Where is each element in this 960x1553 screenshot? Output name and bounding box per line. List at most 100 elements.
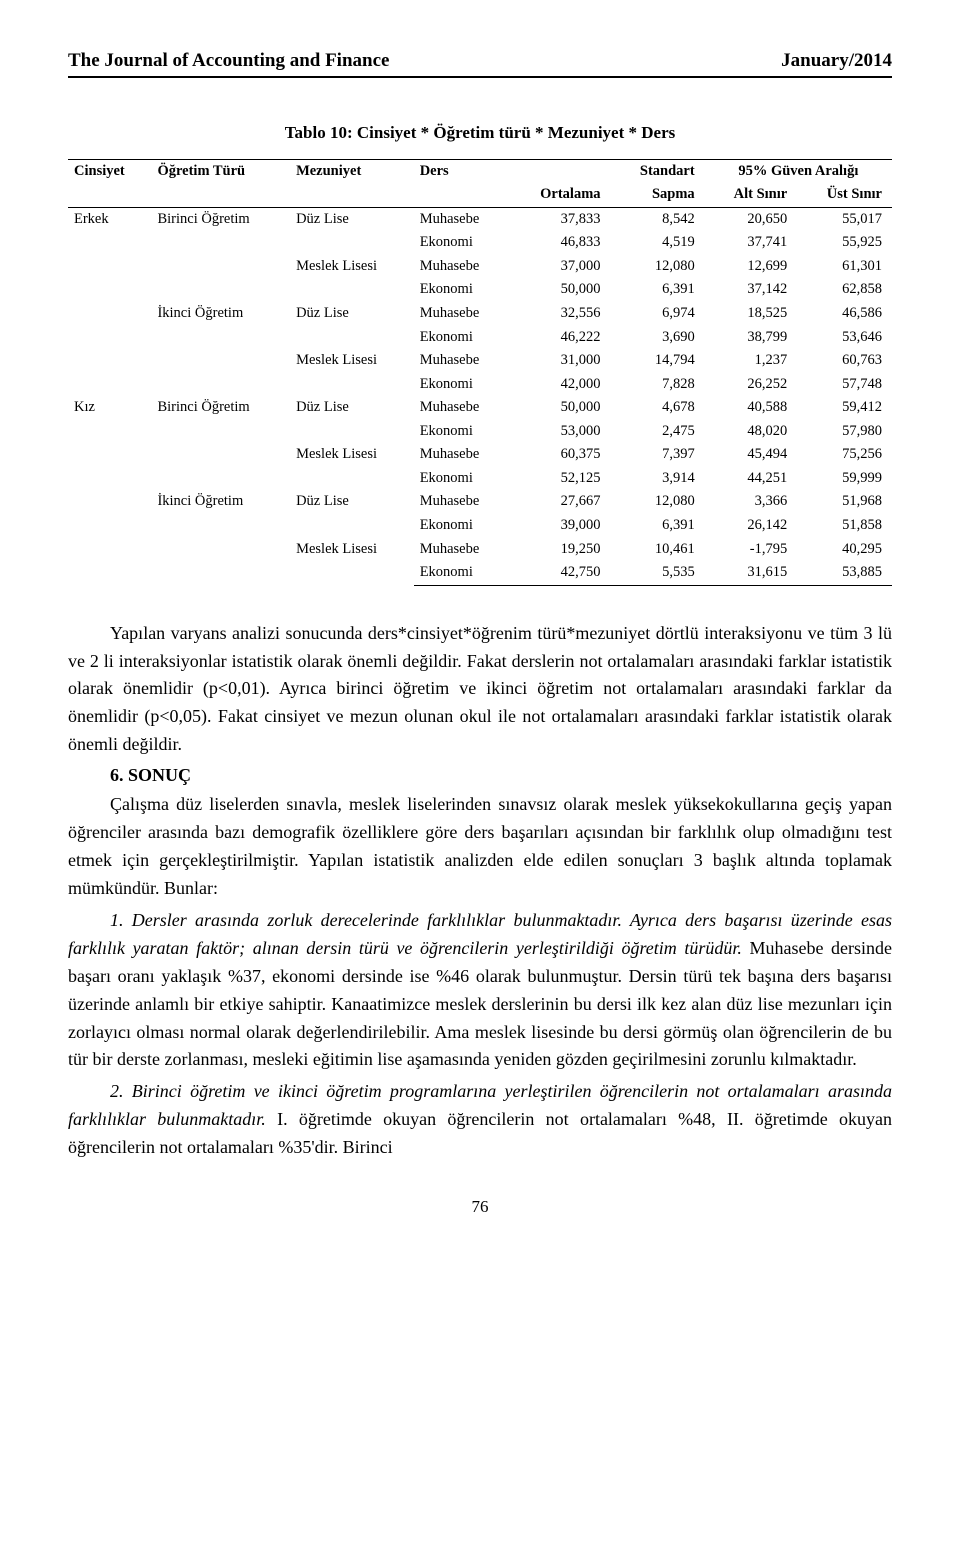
cell-ders: Ekonomi bbox=[414, 231, 509, 255]
cell-value: 26,252 bbox=[705, 373, 798, 397]
table-row: ErkekBirinci ÖğretimDüz LiseMuhasebe37,8… bbox=[68, 207, 892, 231]
cell-ogretim: Birinci Öğretim bbox=[151, 207, 290, 302]
cell-value: 45,494 bbox=[705, 443, 798, 467]
cell-ders: Ekonomi bbox=[414, 467, 509, 491]
cell-value: 46,222 bbox=[509, 326, 611, 350]
cell-value: 7,397 bbox=[611, 443, 705, 467]
cell-value: 4,519 bbox=[611, 231, 705, 255]
cell-value: 37,142 bbox=[705, 278, 798, 302]
cell-ogretim: İkinci Öğretim bbox=[151, 490, 290, 585]
journal-title: The Journal of Accounting and Finance bbox=[68, 48, 389, 74]
cell-ders: Muhasebe bbox=[414, 396, 509, 420]
col-ss-2: Sapma bbox=[611, 183, 705, 207]
cell-value: 12,080 bbox=[611, 255, 705, 279]
cell-value: 57,980 bbox=[797, 420, 892, 444]
cell-value: 27,667 bbox=[509, 490, 611, 514]
cell-value: 46,586 bbox=[797, 302, 892, 326]
section-heading: 6. SONUÇ bbox=[68, 763, 892, 787]
cell-value: 62,858 bbox=[797, 278, 892, 302]
cell-value: 7,828 bbox=[611, 373, 705, 397]
paragraph-3: 1. Dersler arasında zorluk derecelerinde… bbox=[68, 907, 892, 1074]
cell-value: 6,391 bbox=[611, 278, 705, 302]
col-ss-1: Standart bbox=[611, 159, 705, 183]
cell-ders: Ekonomi bbox=[414, 373, 509, 397]
cell-value: 60,763 bbox=[797, 349, 892, 373]
cell-value: 26,142 bbox=[705, 514, 798, 538]
cell-ders: Ekonomi bbox=[414, 420, 509, 444]
cell-value: 37,833 bbox=[509, 207, 611, 231]
col-alt: Alt Sınır bbox=[705, 183, 798, 207]
cell-mezuniyet: Düz Lise bbox=[290, 207, 414, 255]
page-number: 76 bbox=[68, 1196, 892, 1219]
paragraph-2: Çalışma düz liselerden sınavla, meslek l… bbox=[68, 791, 892, 903]
cell-value: 39,000 bbox=[509, 514, 611, 538]
cell-mezuniyet: Meslek Lisesi bbox=[290, 443, 414, 490]
cell-value: 42,000 bbox=[509, 373, 611, 397]
col-mezuniyet: Mezuniyet bbox=[290, 159, 414, 207]
cell-ders: Muhasebe bbox=[414, 255, 509, 279]
cell-value: 61,301 bbox=[797, 255, 892, 279]
cell-ogretim: Birinci Öğretim bbox=[151, 396, 290, 490]
cell-value: 1,237 bbox=[705, 349, 798, 373]
cell-ders: Ekonomi bbox=[414, 514, 509, 538]
cell-value: 44,251 bbox=[705, 467, 798, 491]
paragraph-1: Yapılan varyans analizi sonucunda ders*c… bbox=[68, 620, 892, 759]
cell-value: 37,741 bbox=[705, 231, 798, 255]
cell-value: 31,000 bbox=[509, 349, 611, 373]
cell-mezuniyet: Düz Lise bbox=[290, 396, 414, 443]
cell-value: 20,650 bbox=[705, 207, 798, 231]
cell-value: -1,795 bbox=[705, 538, 798, 562]
cell-value: 53,000 bbox=[509, 420, 611, 444]
data-table: Cinsiyet Öğretim Türü Mezuniyet Ders Ort… bbox=[68, 159, 892, 586]
cell-value: 42,750 bbox=[509, 561, 611, 585]
cell-value: 14,794 bbox=[611, 349, 705, 373]
cell-value: 32,556 bbox=[509, 302, 611, 326]
table-row: KızBirinci ÖğretimDüz LiseMuhasebe50,000… bbox=[68, 396, 892, 420]
cell-value: 37,000 bbox=[509, 255, 611, 279]
cell-value: 50,000 bbox=[509, 396, 611, 420]
cell-value: 3,690 bbox=[611, 326, 705, 350]
col-ust: Üst Sınır bbox=[797, 183, 892, 207]
cell-value: 3,914 bbox=[611, 467, 705, 491]
cell-value: 40,588 bbox=[705, 396, 798, 420]
cell-ders: Muhasebe bbox=[414, 207, 509, 231]
table-row: İkinci ÖğretimDüz LiseMuhasebe27,66712,0… bbox=[68, 490, 892, 514]
cell-value: 8,542 bbox=[611, 207, 705, 231]
cell-value: 53,885 bbox=[797, 561, 892, 585]
cell-mezuniyet: Düz Lise bbox=[290, 302, 414, 349]
col-ci-group: 95% Güven Aralığı bbox=[705, 159, 892, 183]
cell-value: 38,799 bbox=[705, 326, 798, 350]
cell-ders: Muhasebe bbox=[414, 490, 509, 514]
cell-cinsiyet: Kız bbox=[68, 396, 151, 585]
cell-value: 12,699 bbox=[705, 255, 798, 279]
cell-ders: Ekonomi bbox=[414, 326, 509, 350]
cell-value: 2,475 bbox=[611, 420, 705, 444]
cell-value: 51,858 bbox=[797, 514, 892, 538]
cell-value: 59,412 bbox=[797, 396, 892, 420]
paragraph-4: 2. Birinci öğretim ve ikinci öğretim pro… bbox=[68, 1078, 892, 1162]
cell-ders: Muhasebe bbox=[414, 538, 509, 562]
cell-value: 6,391 bbox=[611, 514, 705, 538]
running-header: The Journal of Accounting and Finance Ja… bbox=[68, 48, 892, 78]
cell-value: 59,999 bbox=[797, 467, 892, 491]
cell-value: 40,295 bbox=[797, 538, 892, 562]
table-row: İkinci ÖğretimDüz LiseMuhasebe32,5566,97… bbox=[68, 302, 892, 326]
cell-value: 52,125 bbox=[509, 467, 611, 491]
cell-value: 60,375 bbox=[509, 443, 611, 467]
cell-ders: Ekonomi bbox=[414, 561, 509, 585]
cell-ders: Ekonomi bbox=[414, 278, 509, 302]
cell-ders: Muhasebe bbox=[414, 302, 509, 326]
cell-value: 4,678 bbox=[611, 396, 705, 420]
cell-value: 3,366 bbox=[705, 490, 798, 514]
cell-value: 53,646 bbox=[797, 326, 892, 350]
cell-value: 18,525 bbox=[705, 302, 798, 326]
cell-ogretim: İkinci Öğretim bbox=[151, 302, 290, 396]
cell-cinsiyet: Erkek bbox=[68, 207, 151, 396]
cell-value: 46,833 bbox=[509, 231, 611, 255]
cell-value: 55,925 bbox=[797, 231, 892, 255]
col-ogretim: Öğretim Türü bbox=[151, 159, 290, 207]
cell-value: 10,461 bbox=[611, 538, 705, 562]
cell-ders: Muhasebe bbox=[414, 349, 509, 373]
issue-date: January/2014 bbox=[781, 48, 892, 74]
cell-value: 5,535 bbox=[611, 561, 705, 585]
